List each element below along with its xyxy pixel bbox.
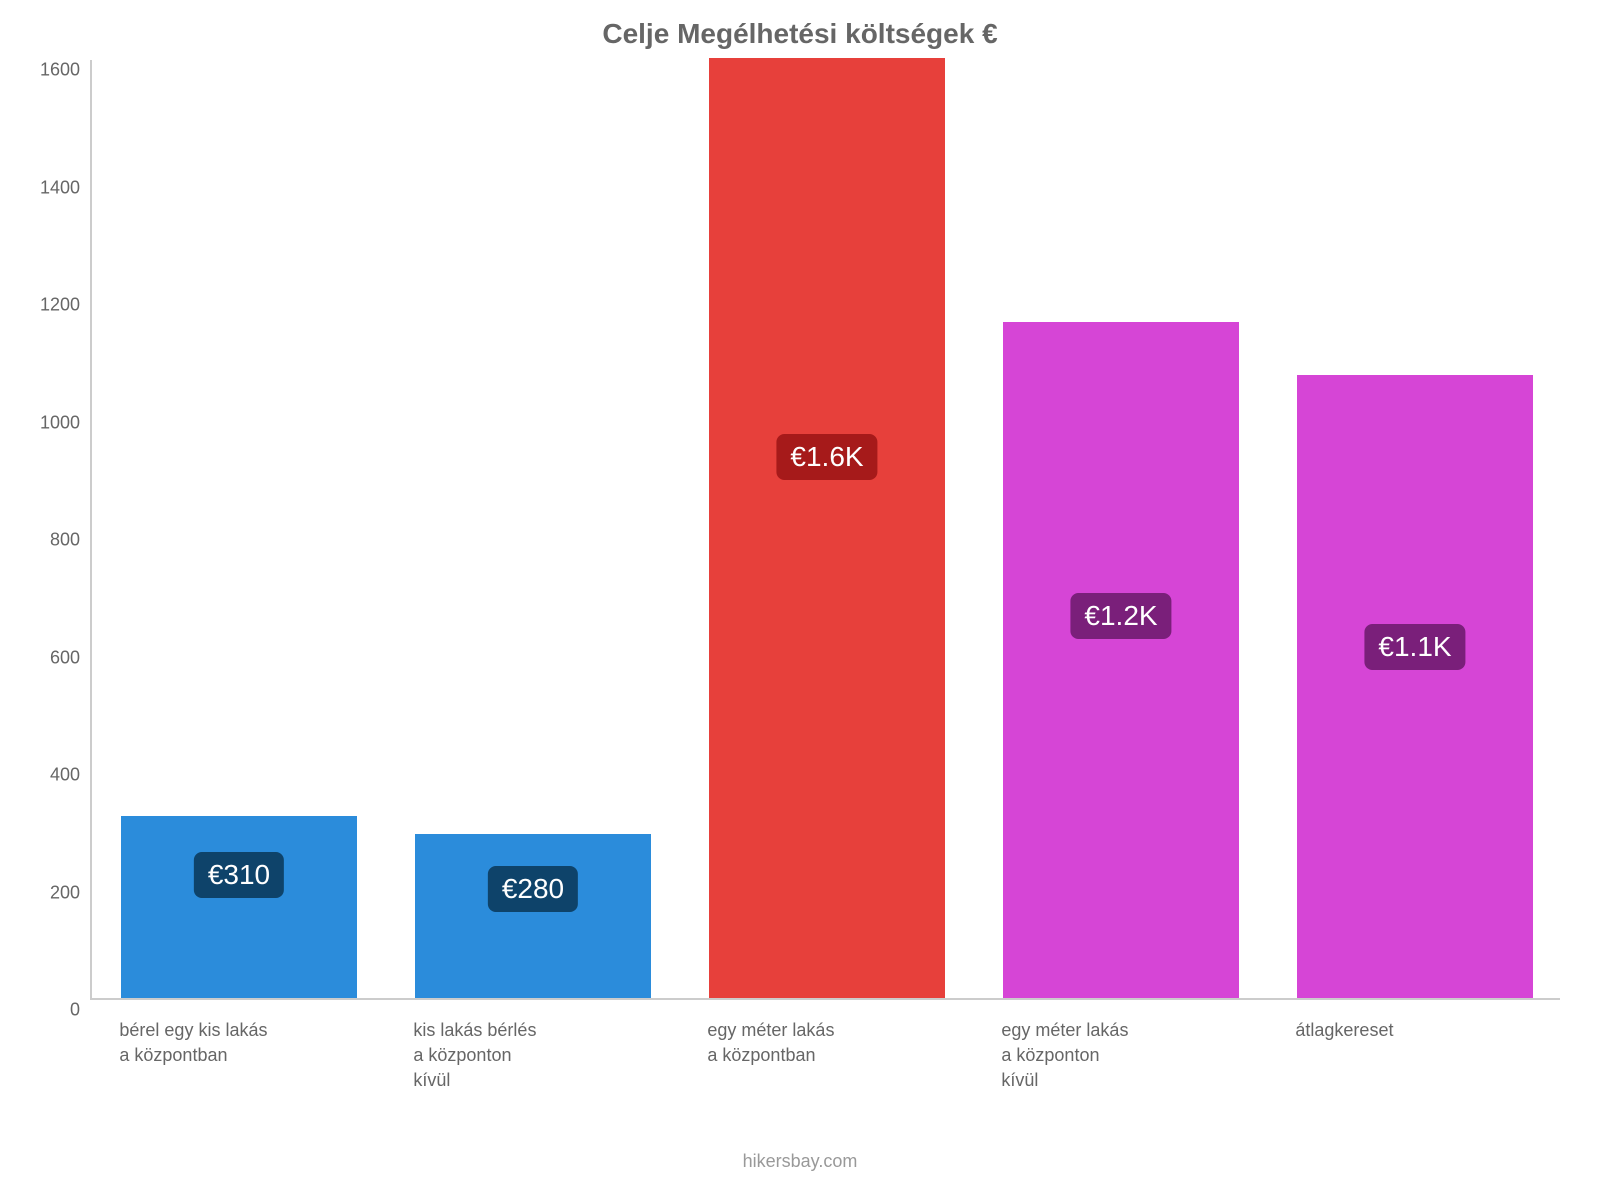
bar-value-label: €280: [488, 866, 578, 912]
y-tick-label: 1200: [0, 295, 80, 316]
bar: €310: [121, 816, 356, 998]
chart-footer: hikersbay.com: [0, 1151, 1600, 1172]
chart-title: Celje Megélhetési költségek €: [0, 18, 1600, 50]
bar: €280: [415, 834, 650, 999]
bar-value-label: €1.6K: [776, 434, 877, 480]
bar: €1.1K: [1297, 375, 1532, 998]
bar: €1.6K: [709, 58, 944, 998]
plot-area: €310 €280 €1.6K €1.2K €1.1K: [90, 60, 1560, 1000]
y-tick-label: 1400: [0, 177, 80, 198]
bar-value-label: €1.2K: [1070, 593, 1171, 639]
y-tick-label: 600: [0, 647, 80, 668]
y-tick-label: 800: [0, 530, 80, 551]
y-tick-label: 1600: [0, 60, 80, 81]
x-tick-label: bérel egy kis lakás a központban: [119, 1018, 354, 1068]
bar: €1.2K: [1003, 322, 1238, 998]
y-tick-label: 200: [0, 882, 80, 903]
x-tick-label: egy méter lakás a központon kívül: [1001, 1018, 1236, 1094]
x-tick-label: kis lakás bérlés a központon kívül: [413, 1018, 648, 1094]
bar-value-label: €1.1K: [1364, 624, 1465, 670]
x-tick-label: egy méter lakás a központban: [707, 1018, 942, 1068]
y-tick-label: 1000: [0, 412, 80, 433]
y-tick-label: 0: [0, 1000, 80, 1021]
y-tick-label: 400: [0, 765, 80, 786]
chart-container: Celje Megélhetési költségek € 0 200 400 600…: [0, 0, 1600, 1200]
x-tick-label: átlagkereset: [1295, 1018, 1530, 1043]
bar-value-label: €310: [194, 852, 284, 898]
